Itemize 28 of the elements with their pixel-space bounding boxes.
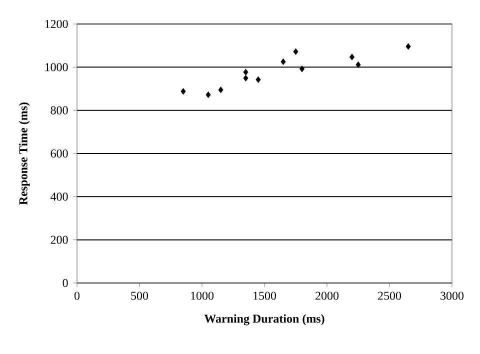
y-tick-label: 800 [50, 106, 68, 114]
point [180, 88, 186, 95]
x-tick-label: 3000 [440, 292, 464, 300]
x-tick-label: 1000 [191, 292, 214, 300]
point [243, 74, 248, 82]
point [256, 76, 261, 83]
point [206, 92, 211, 98]
point [350, 54, 354, 60]
y-tick-label: 1200 [45, 20, 68, 28]
y-tick-label: 400 [50, 192, 68, 201]
point [293, 48, 298, 55]
point [300, 66, 304, 72]
y-tick-label: 1000 [45, 63, 68, 72]
x-tick-label: 2500 [378, 292, 402, 300]
y-axis-title: Response Time (ms) [18, 102, 30, 205]
y-tick-label: 200 [50, 236, 68, 244]
x-tick-label: 0 [74, 292, 80, 300]
y-tick-label: 0 [62, 278, 68, 288]
x-tick-label: 2000 [316, 292, 339, 300]
point [243, 68, 248, 76]
point [356, 62, 361, 68]
x-tick-label: 500 [131, 292, 148, 300]
y-tick-label: 600 [50, 149, 68, 158]
x-axis-title: Warning Duration (ms) [204, 314, 324, 326]
point [406, 43, 411, 50]
point [280, 58, 286, 65]
x-tick-label: 1500 [254, 292, 276, 300]
point [218, 86, 224, 94]
